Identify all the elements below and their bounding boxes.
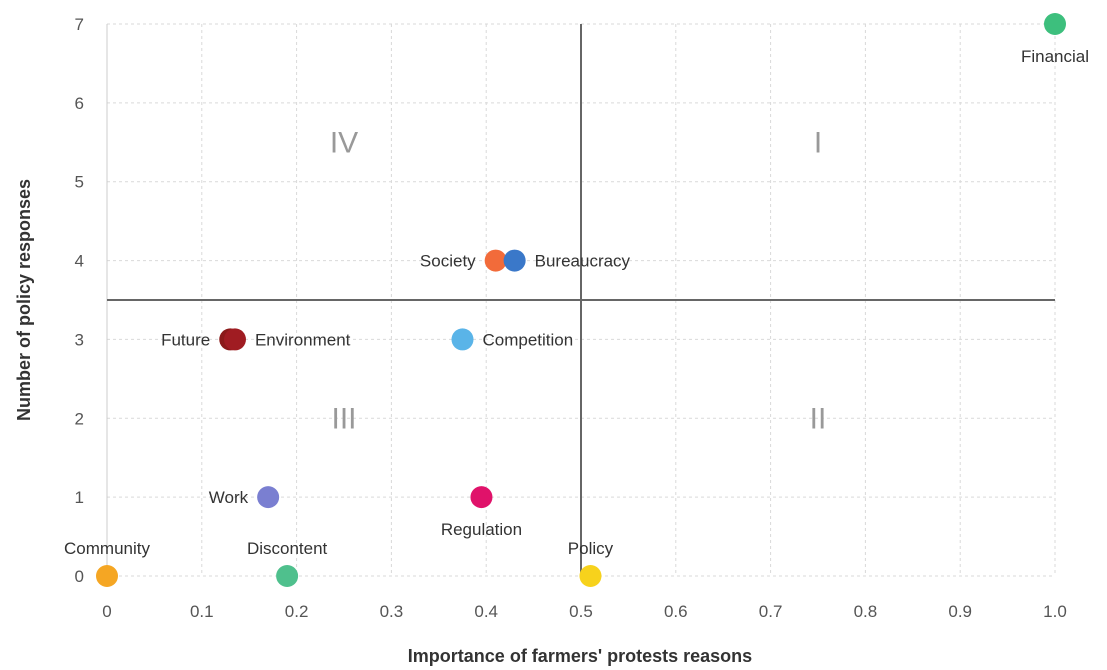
x-axis-title: Importance of farmers' protests reasons: [408, 646, 752, 666]
data-point: [257, 486, 280, 509]
point-label: Community: [64, 539, 150, 558]
y-tick-label: 6: [75, 94, 84, 113]
y-tick-label: 7: [75, 15, 84, 34]
y-tick-label: 5: [75, 173, 84, 192]
point-label: Bureaucracy: [535, 252, 631, 271]
x-tick-label: 0.5: [569, 602, 593, 621]
data-point: [451, 328, 474, 351]
y-tick-label: 0: [75, 567, 84, 586]
data-point: [503, 249, 526, 272]
y-tick-label: 2: [75, 409, 84, 428]
point-label: Work: [209, 488, 249, 507]
quadrant-dividers: [107, 24, 1055, 576]
data-point: [484, 249, 507, 272]
point-label: Regulation: [441, 520, 522, 539]
data-points: Financial Society Bureaucracy Future Environ…: [64, 13, 1089, 587]
quadrant-label: II: [810, 402, 827, 435]
x-tick-label: 0.8: [854, 602, 878, 621]
point-label: Financial: [1021, 47, 1089, 66]
point-label: Competition: [483, 330, 574, 349]
data-point: [96, 565, 118, 587]
point-label: Environment: [255, 330, 351, 349]
point-label: Society: [420, 252, 476, 271]
data-point: [1044, 13, 1066, 35]
x-tick-label: 0.3: [380, 602, 404, 621]
axis-ticks: 0 0.1 0.2 0.3 0.4 0.5 0.6 0.7 0.8 0.9 1.0 0 1 2 3 4 5 6 7: [75, 15, 1067, 621]
y-tick-label: 4: [75, 252, 84, 271]
quadrant-label: I: [814, 126, 822, 159]
x-tick-label: 0.7: [759, 602, 783, 621]
x-tick-label: 0: [102, 602, 111, 621]
data-point: [470, 486, 493, 509]
data-point: [223, 328, 246, 351]
x-tick-label: 1.0: [1043, 602, 1067, 621]
x-tick-label: 0.4: [474, 602, 498, 621]
x-tick-label: 0.2: [285, 602, 309, 621]
point-label: Discontent: [247, 539, 328, 558]
quadrant-label: III: [331, 402, 356, 435]
x-tick-label: 0.1: [190, 602, 214, 621]
x-tick-label: 0.9: [948, 602, 972, 621]
y-tick-label: 3: [75, 330, 84, 349]
y-tick-label: 1: [75, 488, 84, 507]
y-axis-title: Number of policy responses: [14, 179, 34, 421]
quadrant-label: IV: [330, 126, 358, 159]
data-point: [579, 565, 602, 587]
point-label: Policy: [568, 539, 614, 558]
x-tick-label: 0.6: [664, 602, 688, 621]
point-label: Future: [161, 330, 210, 349]
data-point: [276, 565, 299, 587]
